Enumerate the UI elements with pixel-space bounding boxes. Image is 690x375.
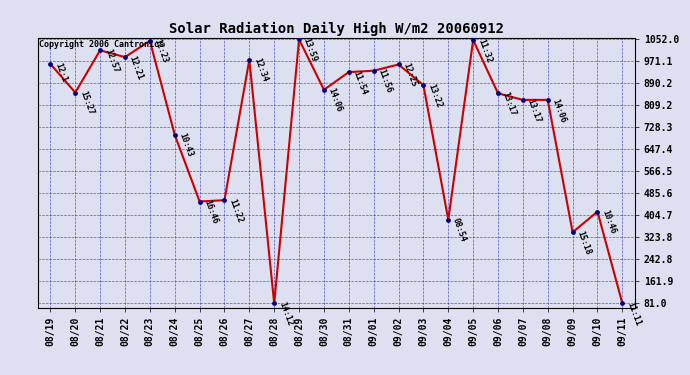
Title: Solar Radiation Daily High W/m2 20060912: Solar Radiation Daily High W/m2 20060912 <box>169 22 504 36</box>
Text: 11:22: 11:22 <box>227 197 244 224</box>
Point <box>219 197 230 203</box>
Point <box>293 36 304 42</box>
Text: 15:18: 15:18 <box>575 230 593 256</box>
Text: 13:17: 13:17 <box>501 91 518 117</box>
Point <box>592 209 603 214</box>
Point <box>244 57 255 63</box>
Text: 14:06: 14:06 <box>551 97 568 124</box>
Point <box>95 47 106 53</box>
Point <box>268 300 279 306</box>
Text: 14:12: 14:12 <box>277 301 294 327</box>
Point <box>418 82 429 88</box>
Text: 13:59: 13:59 <box>302 37 319 63</box>
Text: 14:06: 14:06 <box>327 87 344 114</box>
Text: 08:54: 08:54 <box>451 217 468 244</box>
Text: 16:46: 16:46 <box>202 199 219 225</box>
Point <box>567 229 578 235</box>
Text: 12:34: 12:34 <box>252 57 269 84</box>
Text: 10:46: 10:46 <box>600 209 618 236</box>
Point <box>542 97 553 103</box>
Point <box>344 69 355 75</box>
Text: 12:21: 12:21 <box>128 54 145 81</box>
Point <box>393 62 404 68</box>
Text: 13:17: 13:17 <box>526 97 542 124</box>
Point <box>617 300 628 306</box>
Point <box>119 54 130 60</box>
Text: 15:27: 15:27 <box>78 90 95 116</box>
Text: 12:1: 12:1 <box>53 61 68 83</box>
Point <box>468 37 479 43</box>
Point <box>70 90 81 96</box>
Text: 10:43: 10:43 <box>177 132 195 159</box>
Text: Copyright 2006 Cantronics: Copyright 2006 Cantronics <box>39 40 164 49</box>
Point <box>45 61 56 67</box>
Text: 11:54: 11:54 <box>352 69 368 96</box>
Text: 13:22: 13:22 <box>426 82 443 109</box>
Text: 12:25: 12:25 <box>402 62 418 88</box>
Text: 11:32: 11:32 <box>476 37 493 64</box>
Point <box>194 198 205 204</box>
Text: 12:57: 12:57 <box>103 48 120 74</box>
Point <box>518 97 529 103</box>
Text: 12:23: 12:23 <box>152 38 170 64</box>
Point <box>493 90 504 96</box>
Point <box>144 38 155 44</box>
Point <box>169 132 180 138</box>
Point <box>443 217 454 223</box>
Text: 11:11: 11:11 <box>625 301 642 327</box>
Point <box>368 68 380 74</box>
Text: 11:56: 11:56 <box>377 68 393 94</box>
Point <box>318 87 329 93</box>
